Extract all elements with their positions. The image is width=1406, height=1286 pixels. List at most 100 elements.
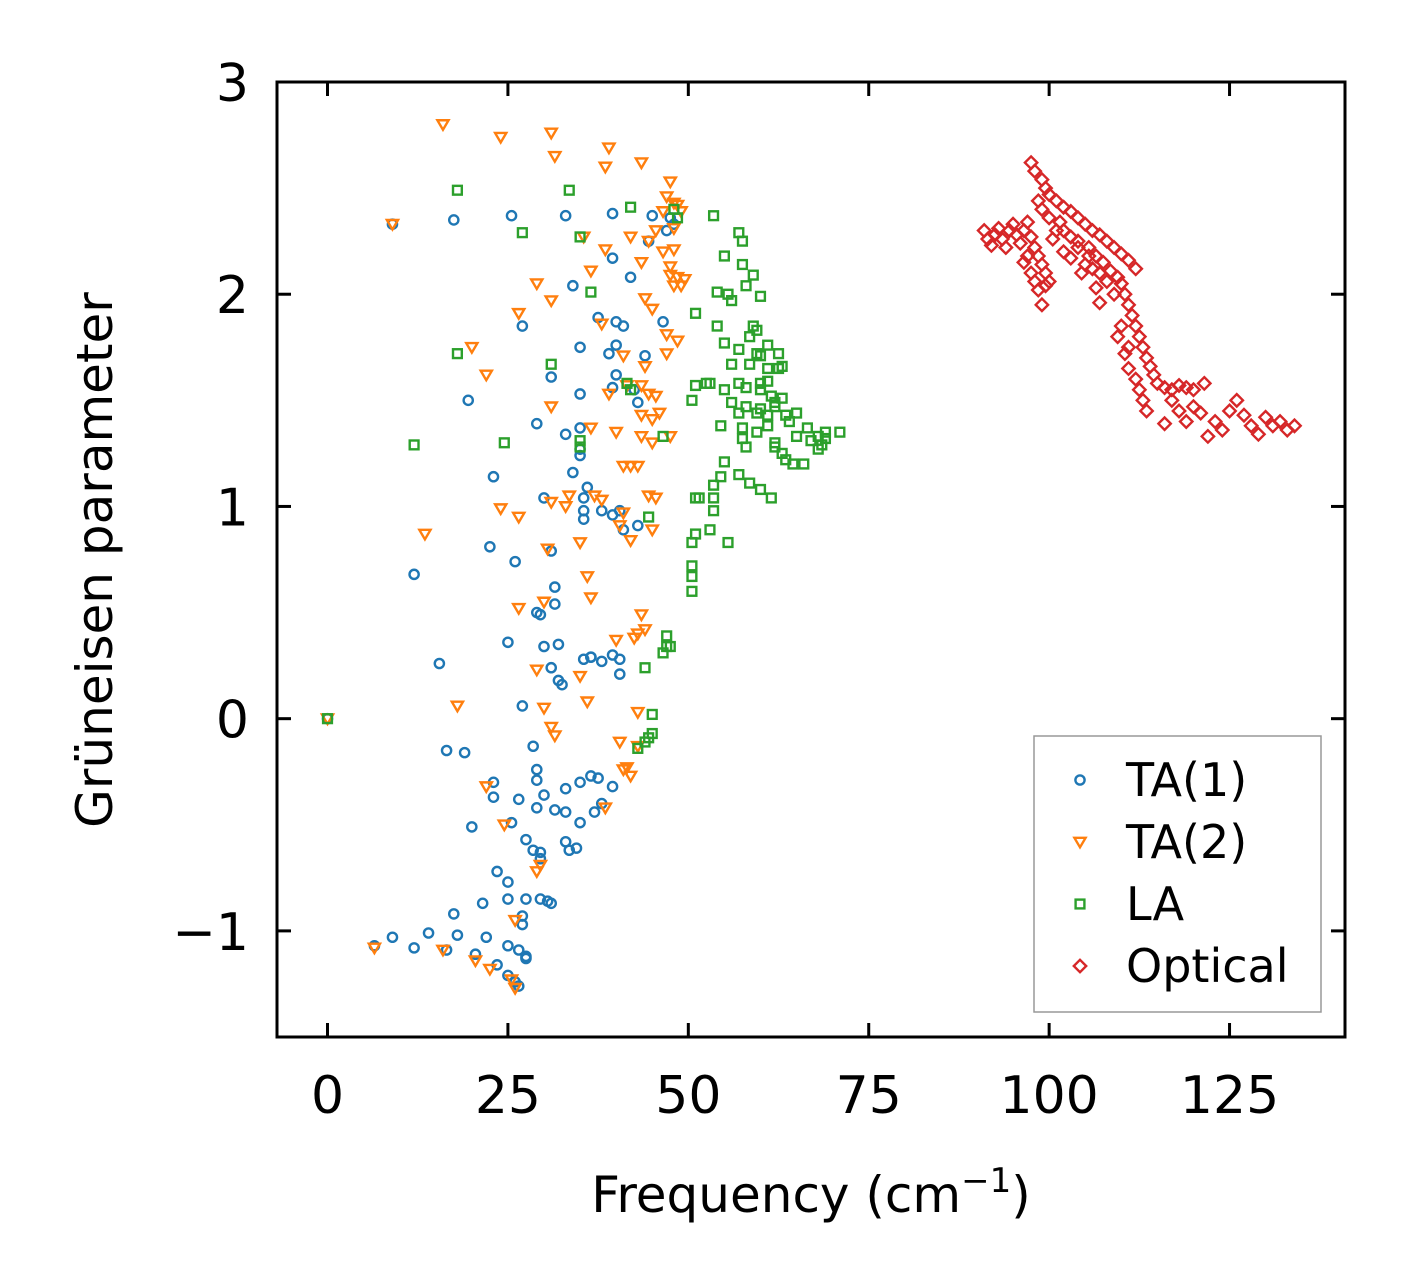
data-point — [615, 507, 632, 521]
data-point — [574, 441, 586, 453]
data-point — [1026, 163, 1043, 180]
data-point — [615, 460, 632, 474]
data-point — [1080, 239, 1097, 256]
data-point — [1037, 277, 1054, 294]
data-point — [816, 439, 828, 451]
data-point — [1005, 216, 1021, 233]
data-point — [498, 437, 510, 449]
data-point — [1185, 381, 1202, 398]
data-point — [601, 388, 617, 402]
data-point — [552, 638, 565, 651]
data-point — [447, 214, 460, 226]
legend-entry-ta-2: TA(2) — [1072, 815, 1247, 869]
data-point — [643, 511, 655, 523]
data-point — [1120, 339, 1137, 356]
data-point — [747, 269, 759, 281]
data-point — [997, 239, 1014, 256]
data-point — [689, 307, 702, 319]
data-point — [543, 721, 559, 735]
data-point — [1070, 233, 1086, 250]
data-point — [1070, 239, 1086, 256]
data-point — [1034, 201, 1050, 218]
data-point — [1178, 413, 1195, 430]
legend-entry-optical: Optical — [1072, 939, 1288, 993]
data-point — [644, 524, 660, 538]
data-point — [704, 377, 716, 389]
data-point — [496, 819, 513, 833]
data-point — [529, 866, 545, 880]
legend-marker — [1072, 958, 1088, 974]
data-point — [1088, 279, 1104, 296]
data-point — [482, 963, 498, 977]
data-point — [624, 384, 637, 396]
data-point — [805, 435, 817, 447]
data-point — [693, 492, 705, 504]
data-point — [386, 931, 399, 944]
data-point — [754, 377, 767, 389]
data-point — [1106, 286, 1122, 303]
data-point — [574, 816, 586, 829]
data-point — [1236, 407, 1252, 424]
data-point — [417, 528, 433, 542]
legend-marker — [1074, 898, 1086, 910]
data-point — [583, 592, 599, 606]
x-tick-label: 25 — [475, 1066, 541, 1126]
data-point — [579, 696, 595, 710]
data-point — [772, 348, 785, 360]
data-point — [1113, 318, 1130, 334]
data-point — [606, 252, 619, 264]
data-point — [644, 414, 660, 428]
data-point — [570, 842, 583, 854]
data-point — [516, 700, 529, 712]
data-point — [507, 982, 523, 996]
data-point — [520, 833, 532, 846]
data-point — [507, 914, 523, 928]
data-point — [530, 802, 543, 814]
data-point — [484, 540, 496, 553]
data-point — [733, 343, 745, 356]
data-point — [572, 670, 588, 684]
data-point — [666, 223, 682, 237]
data-point — [639, 662, 651, 674]
data-point — [561, 490, 577, 504]
data-point — [516, 227, 528, 239]
data-point — [503, 974, 520, 988]
data-point — [1272, 413, 1288, 430]
data-point — [520, 950, 532, 963]
data-point — [633, 431, 650, 445]
data-point — [408, 942, 420, 954]
data-point — [1196, 375, 1213, 392]
scatter-points — [319, 119, 1303, 996]
series-optical — [976, 154, 1303, 445]
data-point — [1228, 392, 1245, 409]
data-point — [549, 581, 561, 593]
data-point — [1023, 229, 1039, 245]
data-point — [547, 730, 563, 744]
legend-label: TA(2) — [1125, 815, 1247, 869]
data-point — [790, 430, 803, 443]
data-point — [754, 483, 767, 496]
data-point — [527, 844, 539, 857]
data-point — [511, 511, 527, 525]
data-point — [574, 341, 586, 354]
data-point — [626, 632, 642, 646]
data-point — [606, 207, 619, 220]
data-point — [662, 261, 678, 275]
data-point — [644, 303, 660, 317]
data-point — [512, 944, 525, 956]
data-point — [321, 713, 334, 725]
data-point — [1127, 318, 1144, 334]
data-point — [740, 441, 752, 453]
data-point — [1286, 417, 1303, 434]
y-tick-label: 1 — [216, 478, 249, 538]
data-point — [613, 668, 626, 680]
data-point — [736, 235, 749, 247]
data-point — [1207, 413, 1224, 430]
data-point — [467, 955, 484, 969]
data-point — [615, 350, 632, 364]
legend: TA(1) TA(2) LA Optical — [1033, 735, 1322, 1013]
data-point — [686, 394, 698, 406]
data-point — [530, 763, 543, 776]
data-point — [801, 422, 813, 434]
